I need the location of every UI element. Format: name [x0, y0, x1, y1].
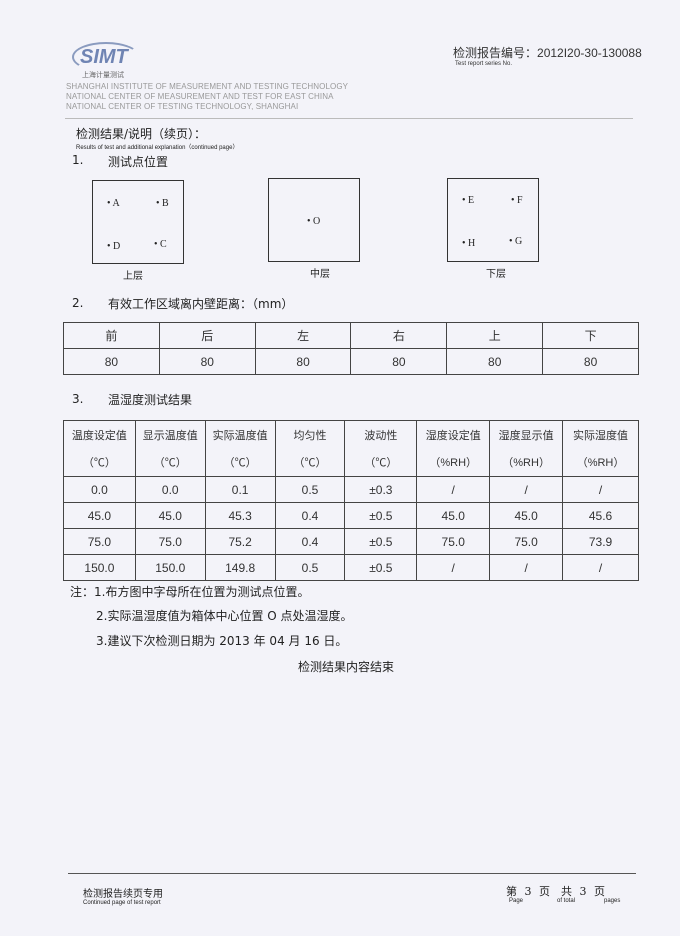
- table-cell: 75.0: [63, 528, 136, 555]
- table-cell: 0.0: [63, 476, 136, 503]
- table-cell: 0.5: [274, 554, 346, 581]
- table-cell: /: [489, 554, 564, 581]
- layer-label-lower: 下层: [486, 269, 506, 280]
- layer-box-middle: • O: [268, 178, 360, 262]
- table-header-row: 前后左右上下: [63, 322, 639, 349]
- table-cell: 75.2: [204, 528, 276, 555]
- institute-line: NATIONAL CENTER OF MEASUREMENT AND TEST …: [66, 92, 334, 101]
- page-en: Page: [509, 898, 524, 904]
- column-header: 温度设定值: [63, 420, 136, 449]
- table-row: 45.0 45.0 45.3 0.4 ±0.5 45.0 45.0 45.6: [63, 502, 639, 529]
- column-header: 显示温度值: [134, 420, 206, 449]
- column-unit: （℃）: [274, 448, 346, 477]
- note-3: 3.建议下次检测日期为 2013 年 04 月 16 日。: [96, 634, 348, 648]
- report-number: 检测报告编号：2012I20-30-130088: [453, 46, 642, 60]
- section1-title: 测试点位置: [108, 155, 169, 169]
- table-cell: 0.1: [204, 476, 276, 503]
- section2-title: 有效工作区域离内壁距离：（mm）: [108, 297, 294, 311]
- table-cell: 149.8: [204, 554, 276, 581]
- layer-label-upper: 上层: [123, 271, 143, 282]
- layer-label-middle: 中层: [310, 269, 330, 280]
- column-unit: （%RH）: [489, 448, 564, 477]
- column-header: 湿度显示值: [489, 420, 564, 449]
- total-en: of total: [557, 898, 576, 904]
- header-divider: [65, 118, 633, 119]
- institute-line: SHANGHAI INSTITUTE OF MEASUREMENT AND TE…: [66, 82, 349, 91]
- table-cell: 0.5: [274, 476, 346, 503]
- section3-title: 温湿度测试结果: [108, 393, 193, 407]
- table-cell: 73.9: [562, 528, 639, 555]
- table-row: 0.0 0.0 0.1 0.5 ±0.3// /: [63, 476, 639, 503]
- column-unit: （%RH）: [562, 448, 639, 477]
- table-cell: 0.4: [274, 502, 346, 529]
- table-cell: /: [416, 476, 491, 503]
- report-number-en: Test report series No.: [455, 61, 513, 67]
- column-unit: （℃）: [204, 448, 276, 477]
- column-unit: （℃）: [134, 448, 206, 477]
- table-cell: ±0.5: [344, 502, 418, 529]
- column-header: 波动性: [344, 420, 418, 449]
- table-cell: /: [416, 554, 491, 581]
- table-cell: 0.0: [134, 476, 206, 503]
- column-unit: （℃）: [63, 448, 136, 477]
- table-header-row: 温度设定值 显示温度值 实际温度值 均匀性 波动性 湿度设定值 湿度显示值 实际湿度值: [63, 420, 639, 449]
- end-of-results: 检测结果内容结束: [298, 660, 395, 674]
- simt-logo: SIMT 上海计量测试: [72, 40, 142, 80]
- table-cell: 150.0: [63, 554, 136, 581]
- column-header: 均匀性: [274, 420, 346, 449]
- layer-box-upper: • A • B • D • C: [92, 180, 184, 264]
- page-title-en: Results of test and additional explanati…: [76, 145, 239, 151]
- table-row: 80 80 80 80 80 80: [63, 348, 639, 375]
- section1-number: 1.: [72, 153, 84, 167]
- page-title: 检测结果/说明（续页）：: [76, 127, 207, 141]
- institute-line: NATIONAL CENTER OF TESTING TECHNOLOGY, S…: [66, 102, 299, 111]
- table-cell: 45.0: [416, 502, 491, 529]
- column-unit: （℃）: [344, 448, 418, 477]
- table-cell: 150.0: [134, 554, 206, 581]
- table-cell: 45.6: [562, 502, 639, 529]
- pages-en: pages: [604, 898, 621, 904]
- table-cell: ±0.3: [344, 476, 418, 503]
- footer-divider: [68, 873, 636, 874]
- footer-label-en: Continued page of test report: [83, 900, 161, 906]
- footer-label: 检测报告续页专用: [83, 889, 163, 900]
- column-header: 湿度设定值: [416, 420, 491, 449]
- table-cell: ±0.5: [344, 554, 418, 581]
- column-unit: （%RH）: [416, 448, 491, 477]
- table-cell: /: [562, 554, 639, 581]
- table-cell: 45.3: [204, 502, 276, 529]
- table-cell: 0.4: [274, 528, 346, 555]
- table-cell: 75.0: [416, 528, 491, 555]
- distance-table: 前后左右上下 80 80 80 80 80 80: [63, 322, 639, 375]
- page-number: 第 3 页 共 3 页: [506, 885, 605, 898]
- table-cell: ±0.5: [344, 528, 418, 555]
- column-header: 实际温度值: [204, 420, 276, 449]
- table-cell: 75.0: [489, 528, 564, 555]
- column-header: 实际湿度值: [562, 420, 639, 449]
- section2-number: 2.: [72, 296, 84, 310]
- table-cell: 45.0: [63, 502, 136, 529]
- table-cell: /: [562, 476, 639, 503]
- table-row: 75.0 75.0 75.2 0.4 ±0.5 75.0 75.0 73.9: [63, 528, 639, 555]
- table-cell: /: [489, 476, 564, 503]
- section3-number: 3.: [72, 392, 84, 406]
- table-cell: 45.0: [134, 502, 206, 529]
- table-unit-row: （℃） （℃） （℃） （℃） （℃） （%RH） （%RH） （%RH）: [63, 448, 639, 477]
- layer-box-lower: • E • F • H • G: [447, 178, 539, 262]
- table-row: 150.0 150.0 149.8 0.5 ±0.5// /: [63, 554, 639, 581]
- table-cell: 75.0: [134, 528, 206, 555]
- note-2: 2.实际温湿度值为箱体中心位置 O 点处温湿度。: [96, 609, 353, 623]
- table-cell: 45.0: [489, 502, 564, 529]
- temperature-humidity-table: 温度设定值 显示温度值 实际温度值 均匀性 波动性 湿度设定值 湿度显示值 实际湿度值 （℃）…: [63, 420, 639, 581]
- note-1: 注：1.布方图中字母所在位置为测试点位置。: [70, 585, 310, 599]
